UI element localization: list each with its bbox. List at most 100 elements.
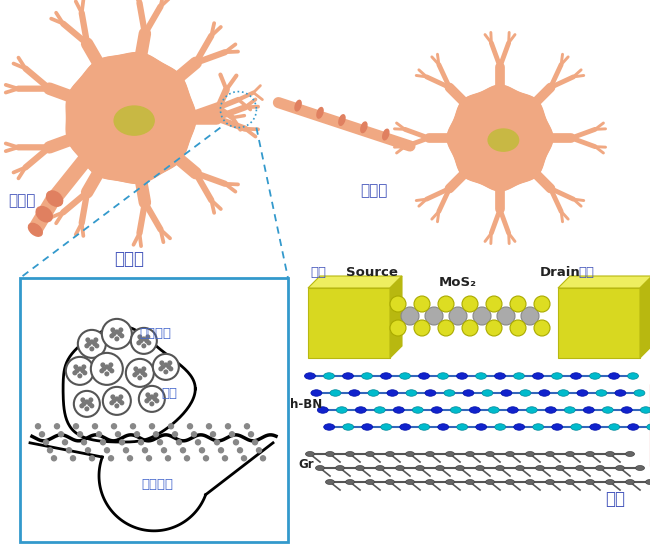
Circle shape xyxy=(146,393,150,397)
Ellipse shape xyxy=(596,390,607,396)
Ellipse shape xyxy=(326,480,335,485)
Circle shape xyxy=(109,363,112,367)
Ellipse shape xyxy=(368,390,379,396)
Ellipse shape xyxy=(406,452,415,456)
Polygon shape xyxy=(308,276,402,288)
Circle shape xyxy=(139,386,165,412)
Polygon shape xyxy=(558,288,640,358)
Ellipse shape xyxy=(419,424,430,430)
Circle shape xyxy=(192,432,196,437)
Circle shape xyxy=(139,339,142,343)
Ellipse shape xyxy=(608,424,619,430)
Ellipse shape xyxy=(558,390,569,396)
Circle shape xyxy=(185,456,190,461)
Ellipse shape xyxy=(450,407,462,413)
Ellipse shape xyxy=(324,373,335,379)
Ellipse shape xyxy=(335,465,345,470)
Circle shape xyxy=(510,320,526,336)
Circle shape xyxy=(510,296,526,312)
Circle shape xyxy=(111,395,114,399)
Circle shape xyxy=(153,397,157,401)
Ellipse shape xyxy=(361,373,372,379)
Ellipse shape xyxy=(515,465,525,470)
Circle shape xyxy=(124,448,129,453)
Ellipse shape xyxy=(590,424,601,430)
Circle shape xyxy=(80,404,84,408)
Circle shape xyxy=(168,361,172,365)
Circle shape xyxy=(462,320,478,336)
Circle shape xyxy=(105,372,109,376)
Circle shape xyxy=(134,367,138,371)
Circle shape xyxy=(145,399,149,403)
Circle shape xyxy=(115,404,119,408)
Circle shape xyxy=(78,367,82,371)
Ellipse shape xyxy=(456,373,467,379)
Circle shape xyxy=(181,448,185,453)
Ellipse shape xyxy=(361,424,372,430)
Circle shape xyxy=(534,320,550,336)
Circle shape xyxy=(74,365,77,368)
Circle shape xyxy=(486,320,502,336)
Circle shape xyxy=(242,456,246,461)
Ellipse shape xyxy=(488,407,499,413)
Circle shape xyxy=(70,456,75,461)
Ellipse shape xyxy=(374,407,385,413)
Circle shape xyxy=(131,328,157,354)
Circle shape xyxy=(167,365,171,368)
Ellipse shape xyxy=(482,390,493,396)
Circle shape xyxy=(90,340,94,343)
Circle shape xyxy=(438,320,454,336)
Circle shape xyxy=(110,401,114,404)
Ellipse shape xyxy=(628,424,639,430)
Ellipse shape xyxy=(330,390,341,396)
Circle shape xyxy=(75,369,79,373)
Ellipse shape xyxy=(495,424,506,430)
Ellipse shape xyxy=(586,480,595,485)
Circle shape xyxy=(82,365,86,368)
Ellipse shape xyxy=(349,390,360,396)
Circle shape xyxy=(78,330,106,358)
Polygon shape xyxy=(558,276,650,288)
Circle shape xyxy=(119,395,123,399)
Ellipse shape xyxy=(476,373,486,379)
Circle shape xyxy=(58,432,64,437)
Ellipse shape xyxy=(556,465,564,470)
Circle shape xyxy=(425,307,443,325)
Circle shape xyxy=(126,359,154,387)
Ellipse shape xyxy=(634,390,645,396)
Ellipse shape xyxy=(621,407,632,413)
Ellipse shape xyxy=(383,129,389,140)
Circle shape xyxy=(168,424,174,429)
Ellipse shape xyxy=(426,480,434,485)
Circle shape xyxy=(85,344,88,348)
Circle shape xyxy=(120,401,124,404)
Circle shape xyxy=(164,370,168,374)
Circle shape xyxy=(142,448,148,453)
Ellipse shape xyxy=(346,480,354,485)
Circle shape xyxy=(90,347,94,351)
Ellipse shape xyxy=(356,407,367,413)
Ellipse shape xyxy=(647,424,650,430)
Ellipse shape xyxy=(393,407,404,413)
Ellipse shape xyxy=(645,480,650,485)
Ellipse shape xyxy=(545,480,554,485)
Circle shape xyxy=(40,432,44,437)
Circle shape xyxy=(226,424,231,429)
Ellipse shape xyxy=(317,407,328,413)
Ellipse shape xyxy=(380,373,391,379)
Ellipse shape xyxy=(520,390,531,396)
Circle shape xyxy=(127,456,133,461)
Text: 입력: 입력 xyxy=(578,266,594,279)
Circle shape xyxy=(187,424,192,429)
Ellipse shape xyxy=(406,390,417,396)
Ellipse shape xyxy=(412,407,423,413)
Circle shape xyxy=(110,369,114,373)
Ellipse shape xyxy=(640,407,650,413)
Ellipse shape xyxy=(545,407,556,413)
Circle shape xyxy=(200,448,205,453)
Ellipse shape xyxy=(463,390,474,396)
Circle shape xyxy=(118,399,122,403)
Circle shape xyxy=(486,296,502,312)
Circle shape xyxy=(87,342,90,346)
Circle shape xyxy=(62,440,68,445)
